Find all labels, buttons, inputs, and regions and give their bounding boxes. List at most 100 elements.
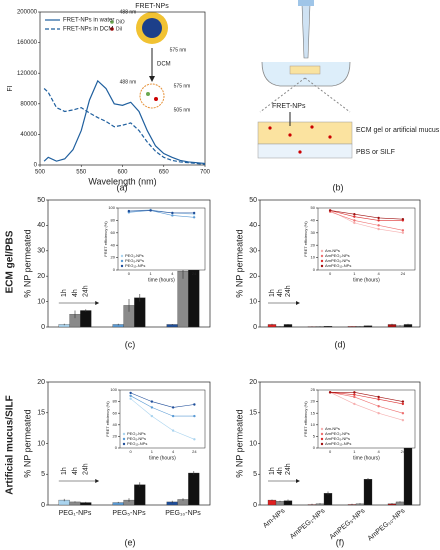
x-tick-label: Am-NPs [262, 507, 287, 529]
legend-swatch [320, 249, 324, 253]
y-tick-label: 20 [249, 273, 257, 280]
plot-frame [259, 199, 421, 328]
label: PBS or SILF [356, 149, 395, 156]
x-tick-label: 0 [329, 271, 332, 276]
x-tick-label: 550 [76, 170, 87, 176]
legend-swatch [320, 432, 324, 436]
y-tick-label: 30 [249, 248, 257, 255]
point [171, 211, 174, 215]
arrow-head [149, 76, 155, 82]
x-axis-label: time (hours) [148, 277, 175, 283]
y-tick-label: 0 [41, 502, 45, 509]
annotation: DiO [116, 19, 125, 25]
x-tick-label: 4 [171, 271, 174, 276]
series-label: 4h [72, 289, 79, 297]
point [377, 216, 380, 220]
particle [288, 133, 292, 137]
legend-swatch [320, 264, 324, 268]
label: FRET-NPs [272, 103, 306, 110]
bar [363, 479, 373, 506]
y-tick-label: 40 [249, 222, 257, 229]
pipette-top [298, 0, 314, 6]
series-line [330, 392, 403, 414]
y-tick-label: 5 [41, 471, 45, 478]
annotation: 488 nm [120, 79, 137, 85]
y-tick-label: 40 [111, 242, 116, 247]
zoom-line [259, 77, 306, 113]
y-tick-label: 20 [311, 242, 316, 247]
y-tick-label: 10 [37, 440, 45, 447]
y-tick-label: 15 [37, 410, 45, 417]
y-tick-label: 25 [311, 387, 316, 392]
insert [289, 65, 321, 75]
y-tick-label: 120000 [17, 71, 38, 77]
x-tick-label: 1 [353, 449, 356, 454]
y-tick-label: 40 [113, 422, 118, 427]
point [377, 395, 380, 399]
point [149, 209, 152, 212]
series-label: 4h [277, 289, 284, 297]
legend-label: AmPEG₅-NPs [325, 436, 350, 441]
y-tick-label: 60 [111, 230, 116, 235]
x-tick-label: 0 [128, 271, 131, 276]
y-tick-label: 80 [113, 399, 118, 404]
panel-label: (f) [336, 537, 345, 547]
x-tick-label: 24 [192, 449, 197, 454]
y-tick-label: 20 [113, 433, 118, 438]
series-line [128, 209, 195, 215]
x-tick-label: PEG₁₀-NPs [165, 510, 201, 517]
dissolved-np [139, 83, 165, 109]
y-tick-label: 100 [108, 205, 115, 210]
series-line [43, 79, 206, 165]
point [353, 221, 356, 225]
y-axis-label: FRET efficiency (%) [105, 401, 110, 437]
y-tick-label: 20 [37, 379, 45, 386]
point [193, 438, 196, 441]
x-tick-label: AmPEG₅-NPs [329, 507, 367, 541]
y-axis-label: FRET efficiency (%) [303, 401, 308, 437]
y-tick-label: 160000 [17, 40, 38, 46]
zoom-line [304, 77, 351, 113]
x-axis-label: time (hours) [149, 455, 176, 461]
y-tick-label: 0 [41, 324, 45, 331]
row-label: ECM gel/PBS [5, 230, 16, 293]
time-arrow-head [296, 301, 300, 305]
legend-label: FRET-NPs in water [63, 18, 114, 24]
point [353, 395, 356, 399]
y-tick-label: 15 [249, 410, 257, 417]
legend-swatch [120, 254, 124, 258]
point [377, 224, 380, 227]
series-line [130, 395, 195, 417]
y-tick-label: 50 [37, 197, 45, 204]
row-label: Artificial mucus/SILF [5, 395, 16, 494]
annotation: 575 nm [174, 83, 191, 89]
point [150, 400, 154, 403]
series-line [130, 392, 195, 408]
label: ECM gel or artificial mucus [356, 127, 440, 134]
annotation: FRET-NPs [135, 3, 169, 10]
point [193, 403, 196, 406]
y-tick-label: 10 [249, 298, 257, 305]
y-tick-label: 0 [253, 502, 257, 509]
annotation: DCM [157, 62, 171, 68]
series-label: 1h [61, 289, 68, 297]
x-tick-label: 4 [378, 271, 381, 276]
y-tick-label: 10 [311, 255, 316, 260]
y-tick-label: 20 [37, 273, 45, 280]
y-tick-label: 5 [313, 433, 316, 438]
series-line [130, 398, 195, 440]
x-tick-label: AmPEG₁₀-NPs [367, 507, 407, 542]
legend-label: PEG₅-NPs [125, 258, 144, 263]
series-label: 24h [285, 463, 292, 475]
series-line [128, 210, 195, 214]
series-line [329, 210, 403, 234]
time-arrow-head [296, 479, 300, 483]
series-label: 24h [83, 285, 90, 297]
point [353, 391, 356, 394]
point [129, 391, 132, 395]
panel-label: (a) [117, 182, 128, 192]
series-line [329, 392, 403, 421]
particle [328, 135, 332, 139]
point [377, 219, 380, 222]
